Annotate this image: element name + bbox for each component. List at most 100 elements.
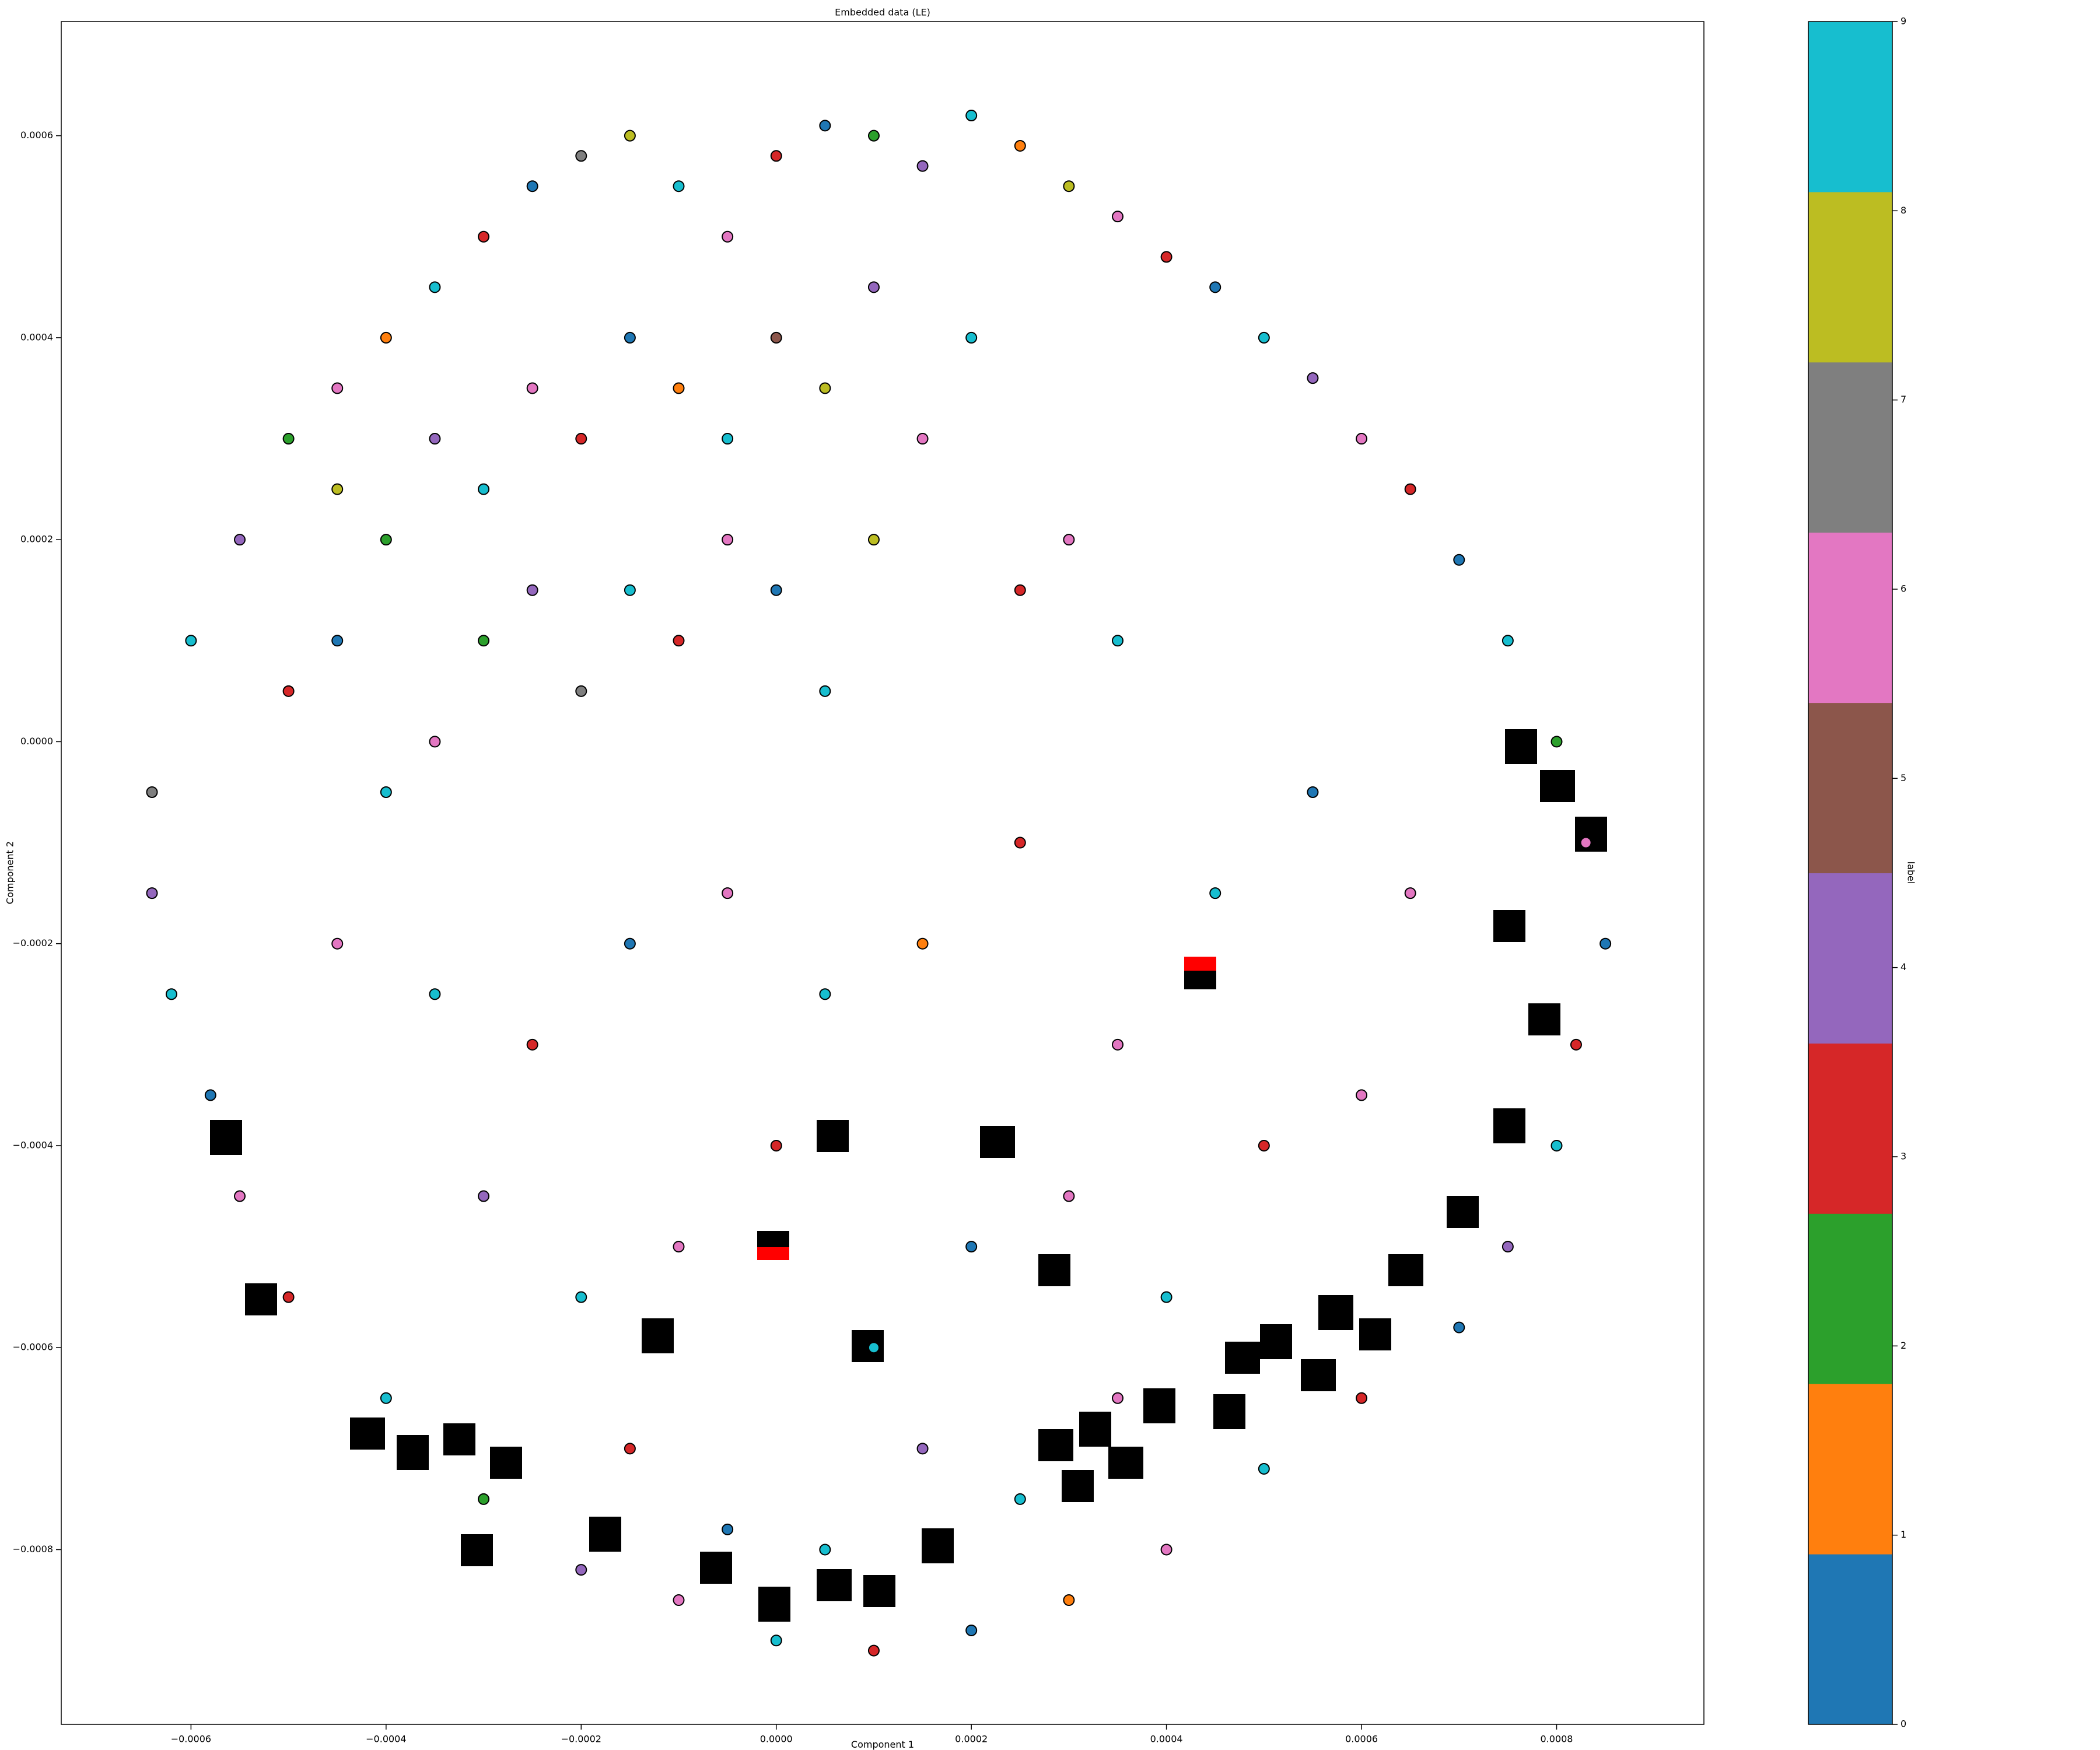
point	[770, 150, 782, 162]
colorbar-segment	[1808, 191, 1892, 363]
point	[965, 1241, 978, 1253]
point	[722, 534, 734, 546]
point	[624, 937, 636, 950]
point	[478, 230, 490, 243]
point	[146, 887, 158, 900]
point	[478, 1493, 490, 1505]
colorbar-tick-label: 7	[1901, 394, 1906, 405]
point	[1453, 554, 1465, 566]
x-tick-label: 0.0006	[1345, 1734, 1378, 1745]
digit-thumbnail	[1388, 729, 1607, 1286]
point	[282, 433, 295, 445]
point	[526, 382, 538, 394]
colorbar-segment	[1808, 362, 1892, 533]
point	[1258, 1139, 1270, 1152]
point	[1063, 534, 1075, 546]
y-tick-label: 0.0002	[20, 534, 53, 545]
point	[575, 685, 587, 697]
colorbar-segment	[1808, 873, 1892, 1044]
point	[1063, 1190, 1075, 1202]
x-axis-label: Component 1	[851, 1739, 914, 1750]
x-tick-label: 0.0002	[955, 1734, 988, 1745]
digit-thumbnail	[1038, 1388, 1175, 1502]
point	[234, 1190, 246, 1202]
point	[673, 180, 685, 192]
point	[770, 1634, 782, 1647]
point	[526, 584, 538, 596]
point	[1258, 1462, 1270, 1475]
point	[165, 988, 177, 1000]
point	[1307, 786, 1319, 798]
point	[916, 937, 929, 950]
colorbar-segment	[1808, 1213, 1892, 1384]
point	[770, 1139, 782, 1152]
y-tick-label: 0.0006	[20, 130, 53, 141]
point	[1307, 372, 1319, 384]
point	[526, 180, 538, 192]
point	[916, 1443, 929, 1455]
colorbar-tick-label: 8	[1901, 205, 1906, 216]
x-tick-label: −0.0004	[366, 1734, 406, 1745]
point	[1160, 251, 1172, 263]
point	[1453, 1321, 1465, 1334]
point	[1550, 736, 1563, 748]
point	[1014, 1493, 1026, 1505]
point	[282, 1291, 295, 1303]
y-axis-label: Component 2	[5, 841, 16, 904]
point	[1209, 887, 1222, 900]
point	[770, 331, 782, 344]
point	[965, 1624, 978, 1636]
point	[867, 534, 880, 546]
point	[965, 110, 978, 122]
point	[429, 988, 441, 1000]
colorbar-tick-label: 3	[1901, 1151, 1906, 1162]
point	[1404, 887, 1416, 900]
colorbar-segment	[1808, 1043, 1892, 1214]
point	[867, 1644, 880, 1657]
point	[1502, 635, 1514, 647]
point	[673, 1594, 685, 1606]
point	[1600, 937, 1612, 950]
point	[722, 887, 734, 900]
point	[819, 1544, 831, 1556]
point	[1356, 1089, 1368, 1101]
point	[575, 433, 587, 445]
point	[380, 786, 392, 798]
point	[819, 988, 831, 1000]
digit-thumbnail	[700, 1528, 954, 1622]
point	[478, 1190, 490, 1202]
point	[1258, 331, 1270, 344]
point	[1063, 1594, 1075, 1606]
y-tick-label: −0.0004	[13, 1139, 53, 1150]
colorbar-tick-label: 1	[1901, 1529, 1906, 1540]
point	[1570, 1038, 1582, 1051]
point	[1112, 635, 1124, 647]
colorbar-tick-label: 6	[1901, 583, 1906, 594]
point	[1502, 1241, 1514, 1253]
point	[867, 281, 880, 293]
point	[1550, 1139, 1563, 1152]
colorbar-tick-label: 0	[1901, 1718, 1906, 1730]
point	[1209, 281, 1222, 293]
y-tick-label: −0.0008	[13, 1544, 53, 1555]
digit-thumbnail	[210, 1120, 1070, 1362]
point	[185, 635, 197, 647]
point	[916, 433, 929, 445]
point	[1112, 211, 1124, 223]
y-tick-label: 0.0000	[20, 736, 53, 747]
colorbar-tick-label: 9	[1901, 16, 1906, 27]
point	[1160, 1291, 1172, 1303]
point	[331, 483, 344, 495]
point	[867, 130, 880, 142]
y-tick-label: −0.0006	[13, 1342, 53, 1353]
point	[1160, 1544, 1172, 1556]
colorbar-frame	[1808, 21, 1893, 1725]
point	[916, 160, 929, 172]
colorbar-segment	[1808, 1554, 1892, 1725]
x-tick-label: −0.0006	[171, 1734, 211, 1745]
digit-thumbnail-red	[757, 957, 1216, 1260]
point	[575, 1291, 587, 1303]
point	[722, 433, 734, 445]
point	[204, 1089, 216, 1101]
